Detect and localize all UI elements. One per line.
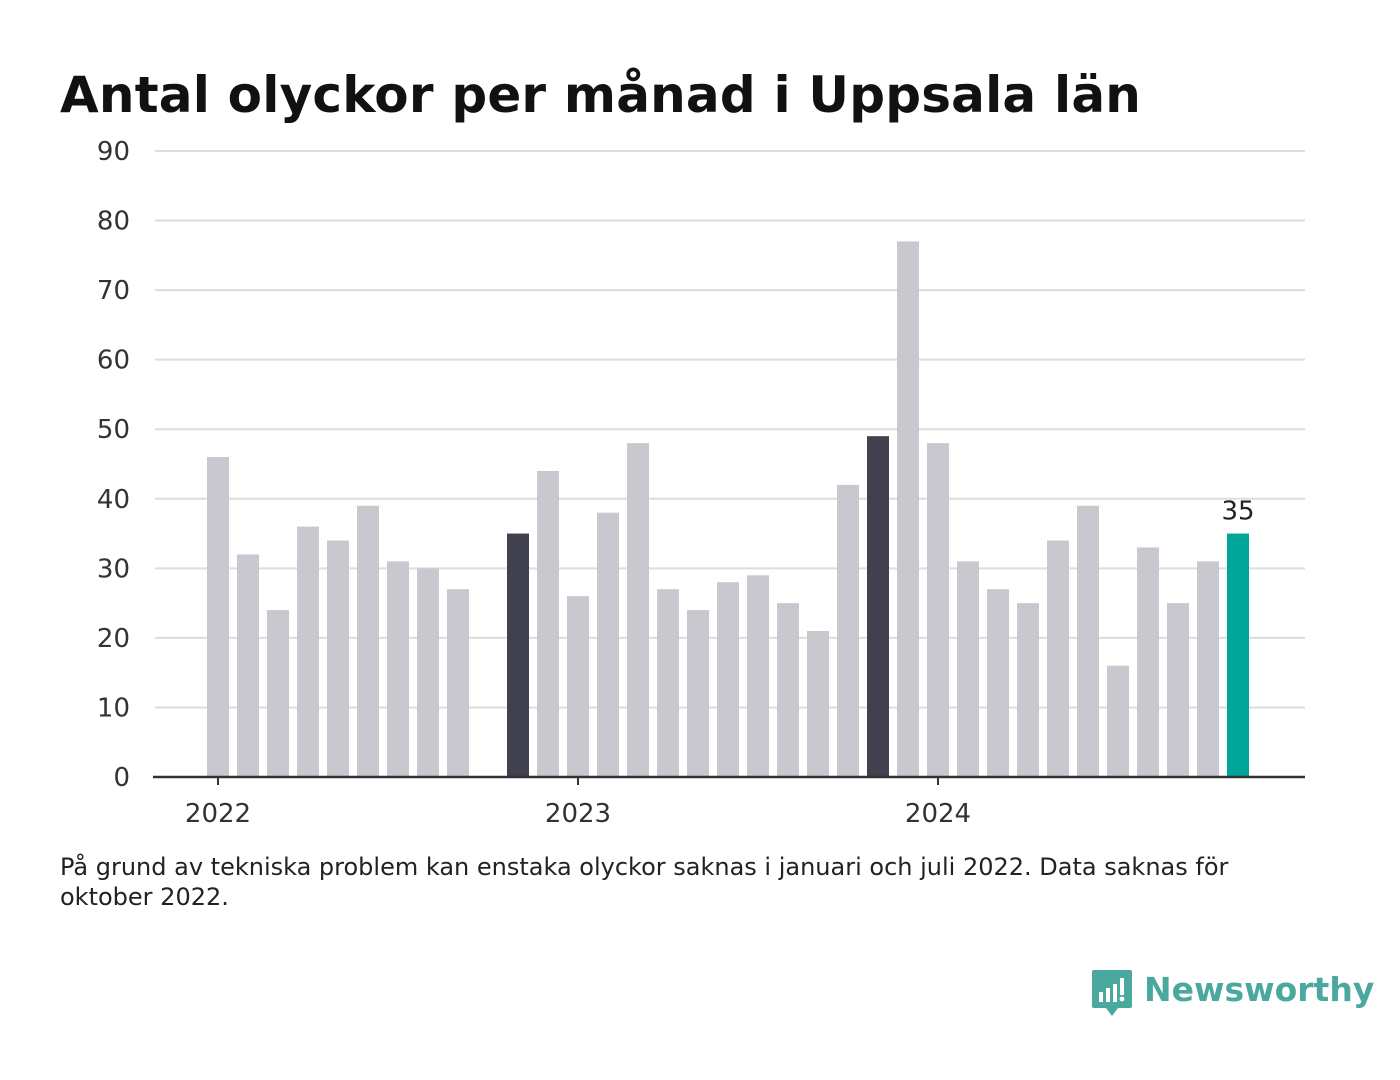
bar-2023-10: [837, 484, 859, 777]
bar-2023-03: [627, 443, 649, 777]
bar-2024-10: [1197, 561, 1219, 777]
y-tick-label: 80: [97, 207, 130, 237]
x-tick-label: 2022: [185, 799, 251, 829]
y-tick-label: 20: [97, 624, 130, 654]
x-axis-labels: 2022 2023 2024: [185, 799, 971, 829]
data-labels: 35: [1221, 497, 1254, 527]
bar-2022-12: [537, 470, 559, 777]
bar-chart: 0 10 20 30 40 50 60 70 80 90 2022 2023 2024 35: [97, 137, 1305, 829]
brand-logo: Newsworthy: [1090, 968, 1374, 1024]
bar-2022-03: [267, 610, 289, 777]
x-axis: [153, 775, 1305, 785]
bar-2023-04: [657, 589, 679, 777]
y-tick-label: 90: [97, 137, 130, 167]
data-label: 35: [1221, 497, 1254, 527]
bar-2023-11: [867, 436, 889, 777]
y-tick-label: 70: [97, 276, 130, 306]
footnote: På grund av tekniska problem kan enstaka…: [60, 853, 1229, 911]
bar-2022-02: [237, 554, 259, 777]
y-tick-label: 60: [97, 346, 130, 376]
bar-2024-06: [1077, 505, 1099, 777]
bar-2023-02: [597, 512, 619, 777]
bars: [207, 241, 1249, 777]
bar-2023-12: [897, 241, 919, 777]
bar-2023-09: [807, 630, 829, 777]
bar-2023-07: [747, 575, 769, 777]
newsworthy-logo-icon: [1092, 970, 1132, 1016]
bar-2023-05: [687, 610, 709, 777]
y-tick-label: 0: [113, 763, 130, 793]
bar-2022-04: [297, 526, 319, 777]
bar-2023-06: [717, 582, 739, 777]
bar-2022-09: [447, 589, 469, 777]
bar-2022-11: [507, 533, 529, 777]
y-tick-label: 10: [97, 693, 130, 723]
bar-2024-04: [1017, 603, 1039, 777]
bar-2024-02: [957, 561, 979, 777]
y-tick-label: 50: [97, 415, 130, 445]
x-tick-label: 2023: [545, 799, 611, 829]
bar-2023-01: [567, 596, 589, 777]
bar-2024-05: [1047, 540, 1069, 777]
bar-2022-06: [357, 505, 379, 777]
brand-name: Newsworthy: [1144, 970, 1375, 1009]
y-tick-label: 40: [97, 485, 130, 515]
bar-2024-08: [1137, 547, 1159, 777]
bar-2024-11: [1227, 533, 1249, 777]
bar-2022-05: [327, 540, 349, 777]
bar-2022-01: [207, 457, 229, 777]
chart-title: Antal olyckor per månad i Uppsala län: [60, 66, 1142, 124]
bar-2022-07: [387, 561, 409, 777]
y-tick-label: 30: [97, 554, 130, 584]
y-axis-labels: 0 10 20 30 40 50 60 70 80 90: [97, 137, 130, 793]
bar-2023-08: [777, 603, 799, 777]
bar-2024-09: [1167, 603, 1189, 777]
bar-2024-01: [927, 443, 949, 777]
bar-2024-03: [987, 589, 1009, 777]
x-tick-label: 2024: [905, 799, 971, 829]
bar-2022-08: [417, 568, 439, 777]
bar-2024-07: [1107, 665, 1129, 777]
